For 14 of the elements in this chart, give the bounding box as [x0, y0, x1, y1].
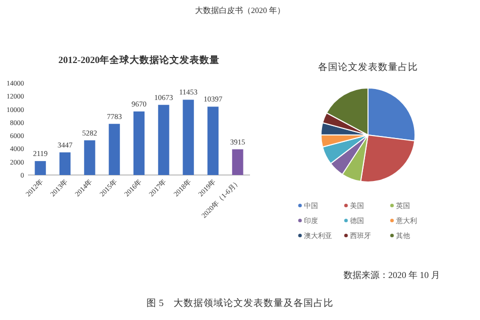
text: 大数据白皮书（2020 年） [195, 6, 285, 15]
bar [59, 152, 71, 175]
bar [232, 149, 244, 175]
bar [108, 124, 120, 175]
bar [34, 161, 46, 175]
bar [133, 111, 145, 175]
chart-title: 各国论文发表数量占比 [318, 61, 418, 73]
bar [207, 106, 219, 175]
chart-title: 2012-2020年全球大数据论文发表数量 [58, 54, 220, 66]
source-note: 数据来源：2020 年 10 月 [343, 270, 440, 280]
bar [158, 104, 170, 175]
bar [182, 100, 194, 175]
bar [84, 140, 96, 175]
caption: 图 5 大数据领域论文发表数量及各国占比 [146, 297, 334, 309]
